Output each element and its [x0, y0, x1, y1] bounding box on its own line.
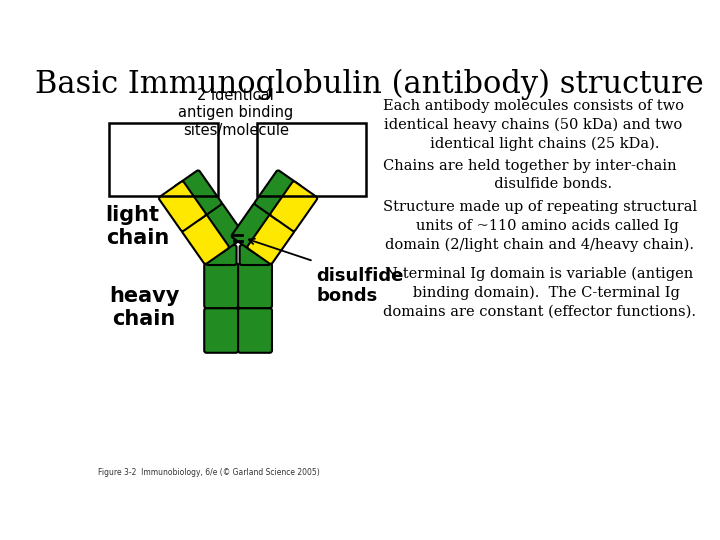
FancyBboxPatch shape	[240, 245, 271, 265]
FancyBboxPatch shape	[175, 171, 222, 220]
FancyBboxPatch shape	[248, 214, 294, 264]
FancyBboxPatch shape	[270, 181, 318, 231]
Bar	[109, 123, 218, 195]
FancyBboxPatch shape	[255, 171, 302, 220]
Text: disulfide
bonds: disulfide bonds	[317, 267, 404, 305]
FancyBboxPatch shape	[232, 203, 279, 253]
FancyBboxPatch shape	[198, 203, 245, 253]
Text: Basic Immunoglobulin (antibody) structure: Basic Immunoglobulin (antibody) structur…	[35, 69, 703, 100]
FancyBboxPatch shape	[238, 308, 272, 353]
FancyBboxPatch shape	[204, 308, 238, 353]
Text: heavy
chain: heavy chain	[109, 286, 179, 329]
Text: Structure made up of repeating structural
   units of ~110 amino acids called Ig: Structure made up of repeating structura…	[383, 200, 697, 252]
FancyBboxPatch shape	[206, 245, 237, 265]
Text: Chains are held together by inter-chain
          disulfide bonds.: Chains are held together by inter-chain …	[383, 159, 677, 191]
Text: N-terminal Ig domain is variable (antigen
   binding domain).  The C-terminal Ig: N-terminal Ig domain is variable (antige…	[383, 267, 696, 318]
Text: light
chain: light chain	[106, 205, 169, 248]
FancyBboxPatch shape	[238, 264, 272, 308]
Bar	[256, 123, 366, 195]
Text: Each antibody molecules consists of two
identical heavy chains (50 kDa) and two
: Each antibody molecules consists of two …	[383, 99, 684, 151]
FancyBboxPatch shape	[182, 214, 229, 264]
FancyBboxPatch shape	[159, 181, 206, 231]
Text: Figure 3-2  Immunobiology, 6/e (© Garland Science 2005): Figure 3-2 Immunobiology, 6/e (© Garland…	[98, 468, 320, 477]
Text: 2 identical
antigen binding
sites/molecule: 2 identical antigen binding sites/molecu…	[178, 88, 294, 138]
FancyBboxPatch shape	[204, 264, 238, 308]
